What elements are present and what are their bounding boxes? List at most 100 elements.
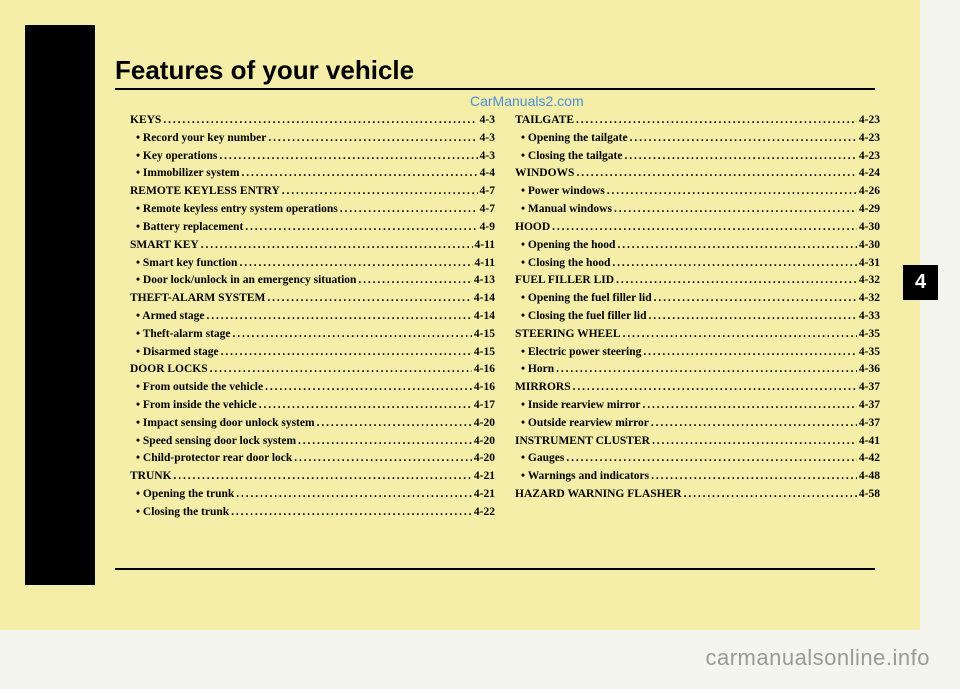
toc-subitem: • Closing the hood 4-31 (515, 255, 880, 273)
toc-page: 4-30 (857, 219, 880, 237)
toc-dots (280, 183, 478, 201)
manual-page: Features of your vehicle CarManuals2.com… (0, 0, 960, 689)
toc-dots (622, 148, 856, 166)
toc-subitem: • From outside the vehicle 4-16 (130, 379, 495, 397)
toc-subitem: • Battery replacement 4-9 (130, 219, 495, 237)
toc-dots (266, 130, 477, 148)
toc-label: • Disarmed stage (136, 344, 219, 362)
toc-label: • From inside the vehicle (136, 397, 257, 415)
toc-subitem: • Smart key function 4-11 (130, 255, 495, 273)
toc-page: 4-13 (472, 272, 495, 290)
toc-dots (652, 290, 857, 308)
toc-dots (554, 361, 857, 379)
toc-dots (237, 255, 472, 273)
toc-label: • Opening the hood (521, 237, 615, 255)
toc-page: 4-37 (857, 379, 880, 397)
toc-dots (315, 415, 472, 433)
toc-label: • Key operations (136, 148, 217, 166)
chapter-tab: 4 (903, 265, 938, 300)
toc-subitem: • Outside rearview mirror 4-37 (515, 415, 880, 433)
toc-page: 4-11 (473, 255, 495, 273)
toc-dots (257, 397, 472, 415)
toc-page: 4-14 (472, 308, 495, 326)
toc-heading: HAZARD WARNING FLASHER 4-58 (515, 486, 880, 504)
toc-page: 4-29 (857, 201, 880, 219)
toc-heading: MIRRORS 4-37 (515, 379, 880, 397)
toc-page: 4-7 (478, 201, 495, 219)
toc-heading: REMOTE KEYLESS ENTRY 4-7 (130, 183, 495, 201)
toc-label: • Closing the hood (521, 255, 610, 273)
toc-subitem: • Child-protector rear door lock 4-20 (130, 450, 495, 468)
toc-dots (172, 468, 472, 486)
toc-dots (574, 112, 857, 130)
toc-dots (621, 326, 857, 344)
toc-subitem: • Manual windows 4-29 (515, 201, 880, 219)
toc-page: 4-21 (472, 468, 495, 486)
toc-label: SMART KEY (130, 237, 199, 255)
footer-brand: carmanualsonline.info (705, 645, 930, 671)
toc-subitem: • Opening the hood 4-30 (515, 237, 880, 255)
toc-subitem: • From inside the vehicle 4-17 (130, 397, 495, 415)
toc-dots (650, 433, 857, 451)
toc-dots (574, 165, 856, 183)
toc-dots (265, 290, 472, 308)
toc-heading: TAILGATE 4-23 (515, 112, 880, 130)
toc-label: STEERING WHEEL (515, 326, 621, 344)
toc-page: 4-31 (857, 255, 880, 273)
watermark-top: CarManuals2.com (470, 93, 584, 109)
toc-subitem: • Opening the tailgate 4-23 (515, 130, 880, 148)
toc-label: • Immobilizer system (136, 165, 239, 183)
toc-subitem: • Immobilizer system 4-4 (130, 165, 495, 183)
toc-label: • Closing the tailgate (521, 148, 622, 166)
toc-subitem: • Closing the fuel filler lid 4-33 (515, 308, 880, 326)
toc-page: 4-41 (857, 433, 880, 451)
toc-page: 4-26 (857, 183, 880, 201)
toc-dots (615, 237, 856, 255)
toc-dots (641, 397, 857, 415)
toc-label: • Warnings and indicators (521, 468, 649, 486)
toc-page: 4-35 (857, 326, 880, 344)
toc-page: 4-16 (472, 361, 495, 379)
toc-dots (208, 361, 472, 379)
toc-dots (610, 255, 857, 273)
toc-dots (219, 344, 472, 362)
toc-page: 4-37 (857, 397, 880, 415)
toc-label: • Child-protector rear door lock (136, 450, 292, 468)
toc-dots (649, 468, 857, 486)
toc-subitem: • Opening the trunk 4-21 (130, 486, 495, 504)
toc-page: 4-30 (857, 237, 880, 255)
toc-column-left: KEYS 4-3• Record your key number 4-3• Ke… (130, 112, 495, 522)
toc-label: • Manual windows (521, 201, 612, 219)
toc-label: HAZARD WARNING FLASHER (515, 486, 682, 504)
toc-subitem: • Armed stage 4-14 (130, 308, 495, 326)
toc-dots (614, 272, 857, 290)
toc-label: THEFT-ALARM SYSTEM (130, 290, 265, 308)
toc-subitem: • Disarmed stage 4-15 (130, 344, 495, 362)
toc-page: 4-58 (857, 486, 880, 504)
toc-label: KEYS (130, 112, 161, 130)
toc-dots (682, 486, 857, 504)
toc-dots (292, 450, 472, 468)
toc-label: • Closing the trunk (136, 504, 229, 522)
toc-dots (338, 201, 478, 219)
toc-label: • Battery replacement (136, 219, 243, 237)
toc-page: 4-9 (478, 219, 495, 237)
left-black-bar (25, 25, 95, 585)
toc-subitem: • Inside rearview mirror 4-37 (515, 397, 880, 415)
toc-label: • Opening the trunk (136, 486, 234, 504)
toc-heading: THEFT-ALARM SYSTEM 4-14 (130, 290, 495, 308)
toc-dots (647, 308, 857, 326)
toc-label: • Record your key number (136, 130, 266, 148)
toc-heading: INSTRUMENT CLUSTER 4-41 (515, 433, 880, 451)
toc-subitem: • Closing the trunk 4-22 (130, 504, 495, 522)
toc-page: 4-22 (472, 504, 495, 522)
toc-label: • Theft-alarm stage (136, 326, 231, 344)
toc-label: • From outside the vehicle (136, 379, 263, 397)
toc-page: 4-20 (472, 415, 495, 433)
toc-page: 4-4 (478, 165, 495, 183)
toc-label: TRUNK (130, 468, 172, 486)
toc-page: 4-15 (472, 344, 495, 362)
bottom-line (115, 568, 875, 570)
toc-label: • Opening the fuel filler lid (521, 290, 652, 308)
toc-label: REMOTE KEYLESS ENTRY (130, 183, 280, 201)
